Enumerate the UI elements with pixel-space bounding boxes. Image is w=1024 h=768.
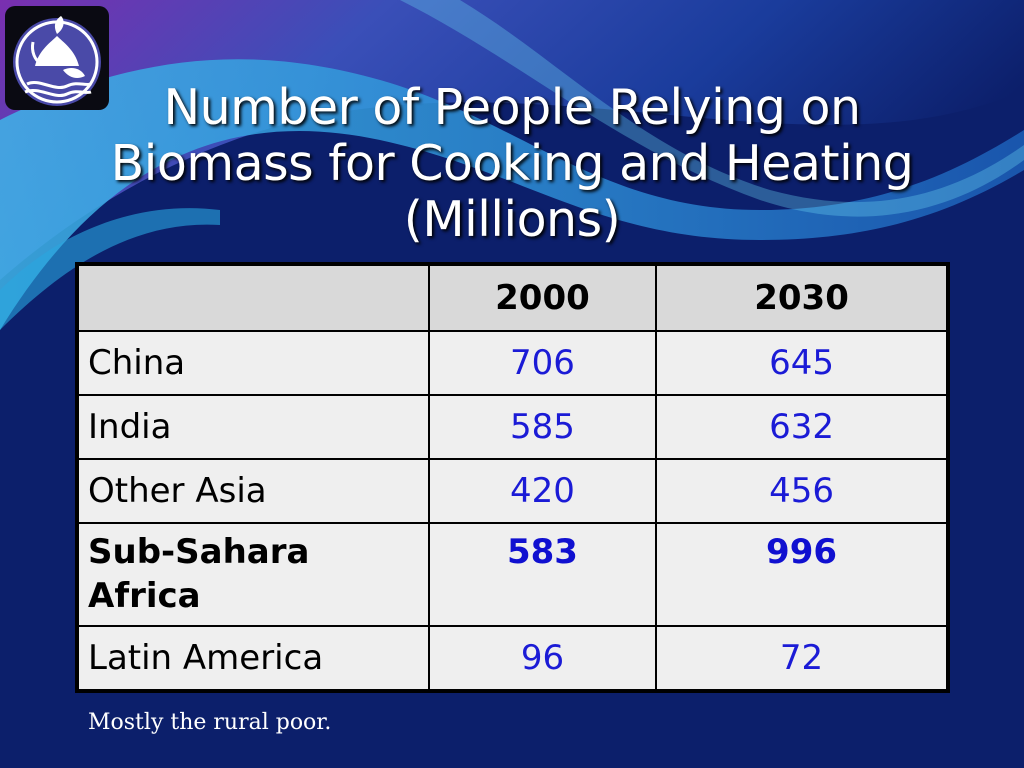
- footnote: Mostly the rural poor.: [88, 710, 332, 735]
- header-2000: 2000: [427, 264, 658, 332]
- title-line-2: Biomass for Cooking and Heating: [110, 135, 914, 192]
- region-cell: Sub-Sahara Africa: [77, 522, 430, 627]
- table-row: China 706 645: [77, 330, 948, 396]
- value-2000-cell: 420: [427, 458, 658, 524]
- slide-title: Number of People Relying on Biomass for …: [60, 80, 964, 248]
- value-2000-cell: 583: [427, 522, 658, 627]
- table-row: India 585 632: [77, 394, 948, 460]
- table-row: Sub-Sahara Africa 583 996: [77, 522, 948, 627]
- logo: [5, 6, 109, 110]
- value-2030-cell: 996: [655, 522, 948, 627]
- header-region: [77, 264, 430, 332]
- table-row: Latin America 96 72: [77, 625, 948, 691]
- value-2030-cell: 456: [655, 458, 948, 524]
- region-cell: Latin America: [77, 625, 430, 691]
- region-line-2: Africa: [88, 576, 201, 616]
- region-cell: China: [77, 330, 430, 396]
- value-2030-cell: 72: [655, 625, 948, 691]
- title-line-1: Number of People Relying on: [163, 79, 861, 136]
- value-2000-cell: 585: [427, 394, 658, 460]
- table-header-row: 2000 2030: [77, 264, 948, 332]
- value-2000-cell: 96: [427, 625, 658, 691]
- biomass-table: 2000 2030 China 706 645 India 585 632 Ot…: [77, 264, 948, 691]
- region-cell: India: [77, 394, 430, 460]
- header-2030: 2030: [655, 264, 948, 332]
- value-2030-cell: 645: [655, 330, 948, 396]
- value-2000-cell: 706: [427, 330, 658, 396]
- table-row: Other Asia 420 456: [77, 458, 948, 524]
- region-line-1: Sub-Sahara: [88, 532, 310, 572]
- region-cell: Other Asia: [77, 458, 430, 524]
- value-2030-cell: 632: [655, 394, 948, 460]
- lotus-logo-icon: [13, 16, 101, 106]
- title-line-3: (Millions): [403, 191, 621, 248]
